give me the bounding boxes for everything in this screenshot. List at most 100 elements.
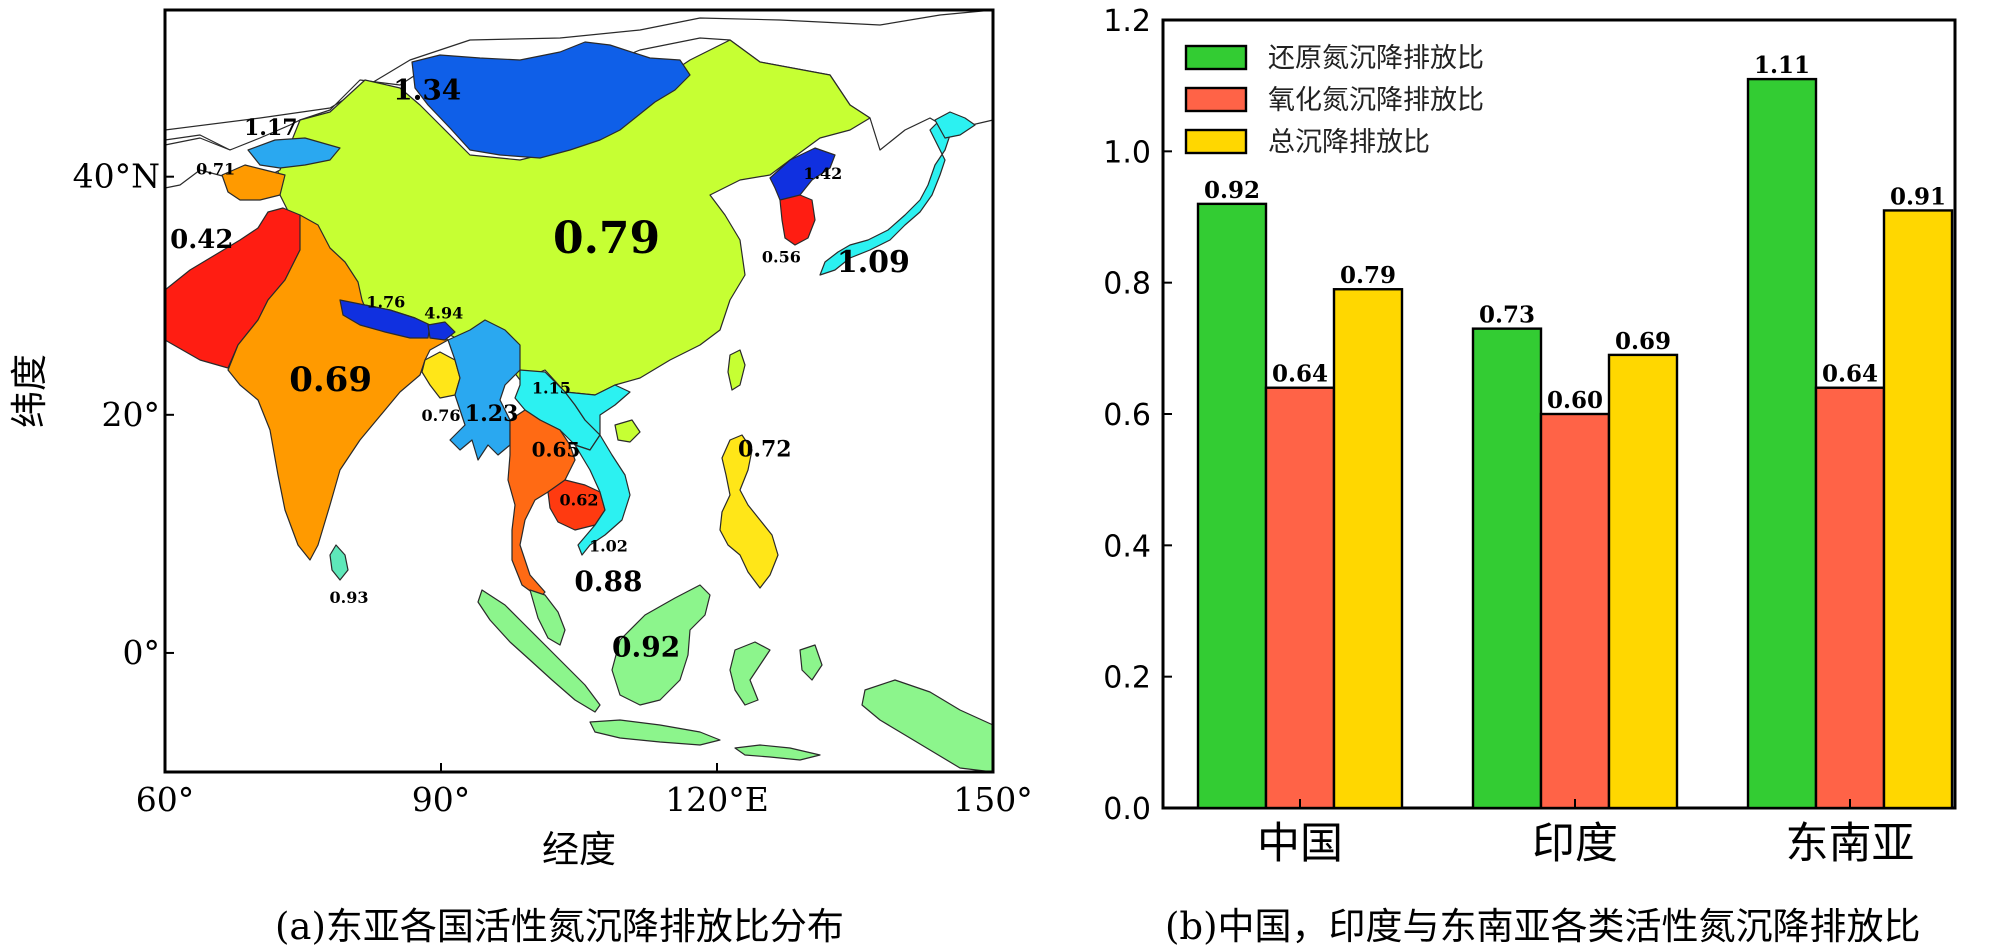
bhutan-region <box>427 321 456 341</box>
bar-value-label: 0.73 <box>1479 302 1535 329</box>
bar-value-label: 0.64 <box>1272 361 1328 388</box>
map-value-label: 0.42 <box>170 225 233 255</box>
bar-value-label: 0.79 <box>1340 262 1396 289</box>
map-x-tick-label: 90° <box>412 780 471 819</box>
map-y-tick-label: 40°N <box>73 157 160 196</box>
map-x-tick-label: 60° <box>136 780 195 819</box>
thailand-region <box>507 409 576 599</box>
map-panel: 60° 90° 120°E 150° 40°N 20° 0° 1.34 1.17 0.71 0.4… <box>8 8 1033 871</box>
map-value-label: 0.71 <box>196 159 235 178</box>
map-y-axis-label: 纬度 <box>8 354 51 428</box>
map-value-label: 0.62 <box>560 490 599 509</box>
philippines-region <box>719 434 779 589</box>
map-value-label: 1.34 <box>393 73 461 106</box>
kyrgyzstan-region <box>247 137 341 169</box>
map-value-label: 0.88 <box>574 565 642 598</box>
map-value-labels: 1.34 1.17 0.71 0.42 0.79 1.42 0.56 1.09 1.76 4.94… <box>170 73 910 663</box>
legend-swatch-total <box>1184 128 1248 155</box>
bar <box>1196 202 1268 810</box>
legend-label-total: 总沉降排放比 <box>1268 127 1430 158</box>
bar-y-tick-label: 1.0 <box>1103 135 1151 170</box>
bar <box>1471 327 1543 810</box>
bar-category-label: 东南亚 <box>1786 819 1915 869</box>
bar-y-tick-label: 0.6 <box>1103 398 1151 433</box>
map-value-label: 0.65 <box>532 437 581 461</box>
map-value-label: 0.69 <box>289 360 372 400</box>
new-guinea-region <box>861 679 994 773</box>
map-landmasses <box>164 9 994 773</box>
map-value-label: 1.23 <box>465 401 519 427</box>
bar-y-tick-label: 0.0 <box>1103 792 1151 827</box>
map-x-axis-label: 经度 <box>542 828 616 871</box>
map-value-label: 0.56 <box>762 247 801 266</box>
bar-category-labels: 中国 印度 东南亚 <box>1257 799 1915 869</box>
bar-caption: (b)中国，印度与东南亚各类活性氮沉降排放比 <box>1165 905 1921 948</box>
map-value-label: 1.15 <box>532 378 571 397</box>
map-value-label: 1.02 <box>589 537 628 556</box>
sumatra-region <box>477 589 601 713</box>
bar-chart-panel: 0.00.20.40.60.81.01.2 0.920.640.790.730.… <box>1103 4 1957 869</box>
map-x-tick-label: 150° <box>953 780 1033 819</box>
vietnam-region <box>564 384 631 556</box>
map-value-label: 1.76 <box>366 293 405 312</box>
bar-y-tick-label: 0.4 <box>1103 529 1151 564</box>
japan-main-region <box>819 119 951 276</box>
map-value-label: 0.93 <box>330 588 369 607</box>
bar-value-label: 1.11 <box>1754 52 1810 79</box>
legend-label-reduced: 还原氮沉降排放比 <box>1268 43 1484 74</box>
bar-value-label: 0.91 <box>1890 183 1946 210</box>
map-value-label: 0.76 <box>422 406 461 425</box>
bar <box>1332 288 1404 810</box>
bar-value-label: 0.92 <box>1204 177 1260 204</box>
bar-value-label: 0.64 <box>1822 361 1878 388</box>
java-region <box>589 719 721 746</box>
borneo-region <box>611 584 711 706</box>
legend-swatch-oxidized <box>1184 86 1248 113</box>
mongolia-region <box>411 41 691 159</box>
map-tick-marks <box>164 175 994 772</box>
bar <box>1746 77 1818 810</box>
malaysia-region <box>529 589 566 646</box>
sulawesi-region <box>729 641 771 706</box>
bar <box>1882 209 1954 810</box>
bar-category-label: 印度 <box>1532 819 1618 869</box>
bar <box>1539 412 1611 810</box>
map-x-tick-label: 120°E <box>665 780 769 819</box>
map-value-label: 1.42 <box>803 164 842 183</box>
legend-swatch-reduced <box>1184 44 1248 71</box>
maluku-region <box>799 644 823 681</box>
japan-hokkaido-region <box>934 111 976 139</box>
tajikistan-region <box>221 164 286 201</box>
map-value-label: 0.79 <box>553 213 660 264</box>
map-frame <box>163 8 995 774</box>
map-y-tick-label: 0° <box>123 633 161 672</box>
bar-value-label: 0.60 <box>1547 387 1603 414</box>
taiwan-region <box>727 349 746 391</box>
bar-category-label: 中国 <box>1257 819 1343 869</box>
bar-y-tick-label: 0.8 <box>1103 267 1151 302</box>
map-value-label: 0.92 <box>612 631 680 664</box>
map-caption: (a)东亚各国活性氮沉降排放比分布 <box>275 905 844 948</box>
map-y-tick-label: 20° <box>102 395 161 434</box>
bar-y-ticks: 0.0 0.2 0.4 0.6 0.8 1.0 1.2 <box>1103 4 1172 827</box>
sri-lanka-region <box>329 544 349 581</box>
map-value-label: 1.09 <box>837 245 910 280</box>
bar <box>1264 386 1336 810</box>
bar-value-label: 0.69 <box>1615 328 1671 355</box>
lesser-sunda-region <box>734 744 821 761</box>
bar-legend: 还原氮沉降排放比 氧化氮沉降排放比 总沉降排放比 <box>1184 43 1484 158</box>
south-korea-region <box>779 194 816 246</box>
bar-series: 0.92 0.64 0.79 0.73 0.60 0.69 1.11 0.64 0.91 <box>1196 52 1954 810</box>
nepal-region <box>339 299 431 339</box>
map-value-label: 1.17 <box>244 115 298 141</box>
bar-y-tick-label: 1.2 <box>1103 4 1151 39</box>
map-value-label: 0.72 <box>738 436 792 462</box>
bar-y-tick-label: 0.2 <box>1103 661 1151 696</box>
bar <box>1814 386 1886 810</box>
map-value-label: 4.94 <box>424 303 463 322</box>
legend-label-oxidized: 氧化氮沉降排放比 <box>1268 85 1484 116</box>
bar <box>1607 353 1679 810</box>
map-tick-labels: 60° 90° 120°E 150° 40°N 20° 0° <box>73 157 1033 819</box>
hainan-region <box>614 419 641 443</box>
